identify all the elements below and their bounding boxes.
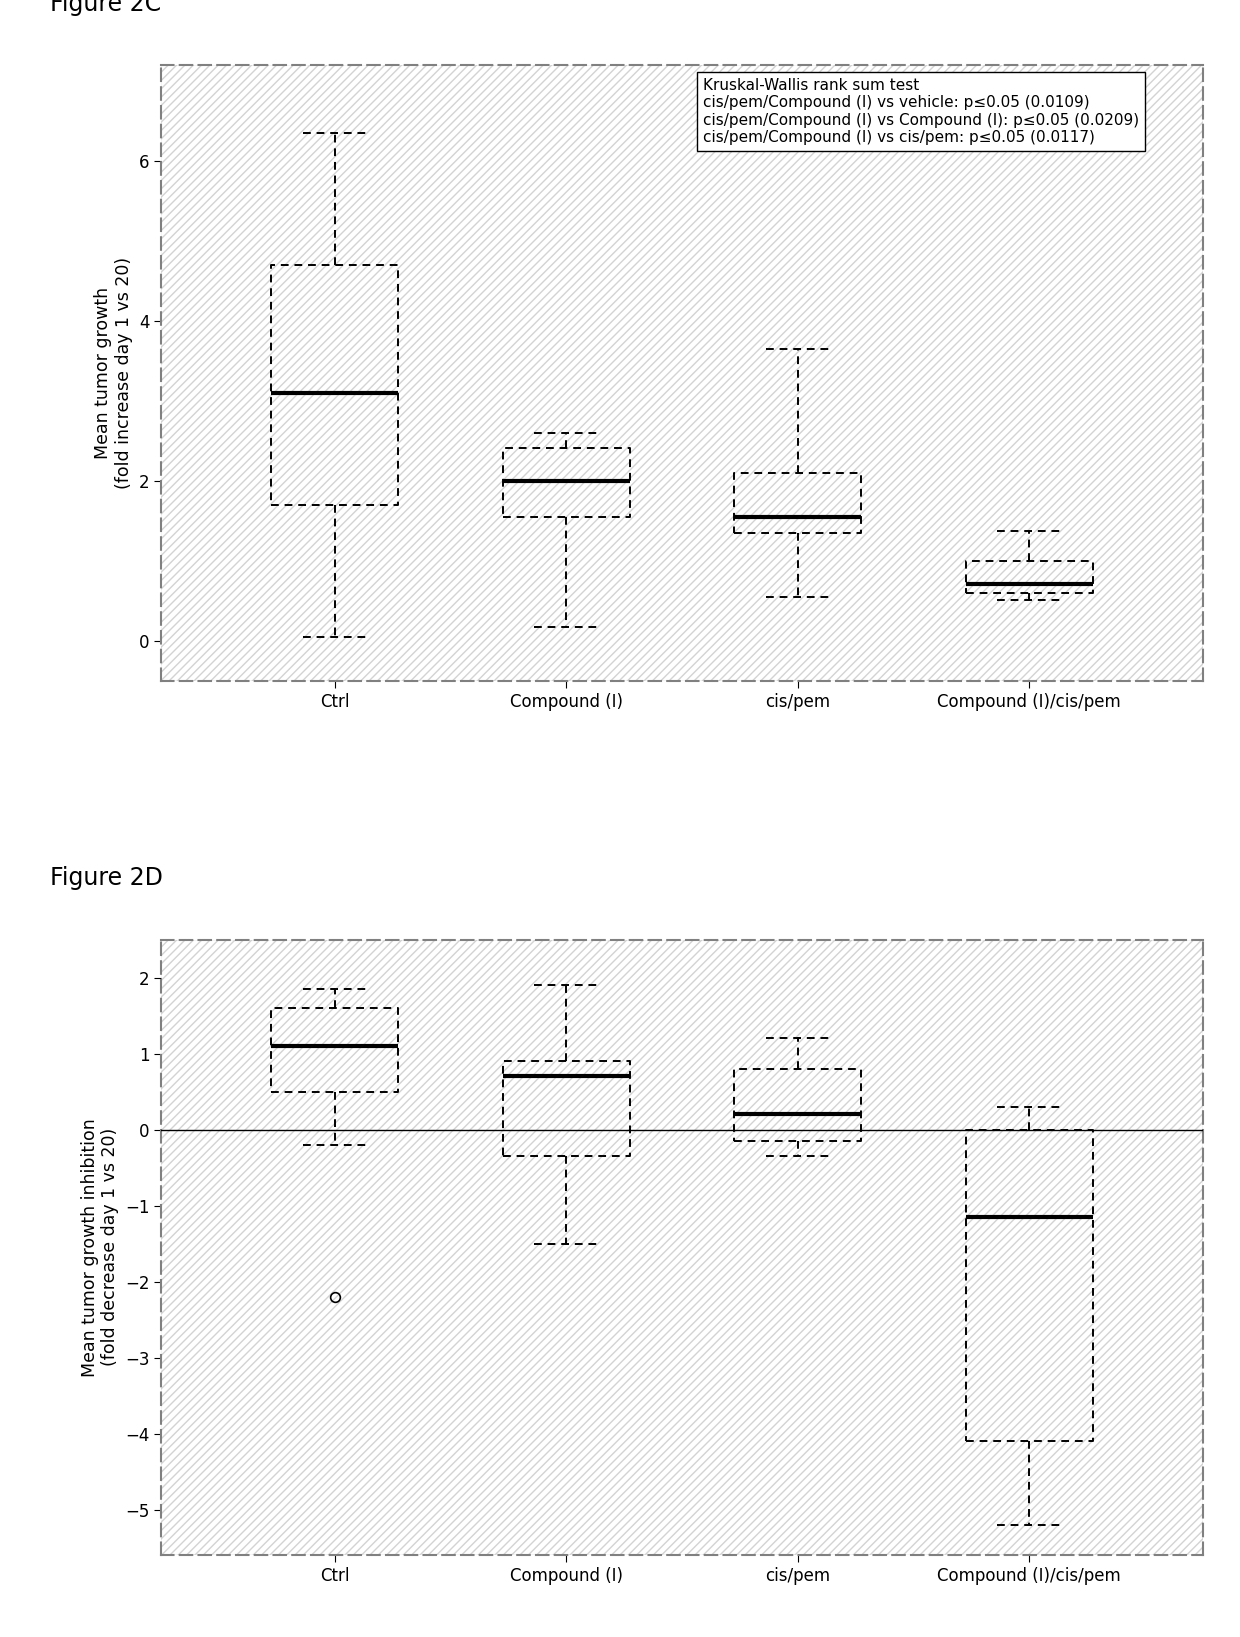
Y-axis label: Mean tumor growth
(fold increase day 1 vs 20): Mean tumor growth (fold increase day 1 v… bbox=[94, 257, 133, 489]
Text: Figure 2D: Figure 2D bbox=[50, 866, 162, 891]
Y-axis label: Mean tumor growth inhibition
(fold decrease day 1 vs 20): Mean tumor growth inhibition (fold decre… bbox=[81, 1118, 119, 1377]
Text: Kruskal-Wallis rank sum test
cis/pem/Compound (I) vs vehicle: p≤0.05 (0.0109)
ci: Kruskal-Wallis rank sum test cis/pem/Com… bbox=[703, 79, 1140, 146]
Text: Figure 2C: Figure 2C bbox=[50, 0, 161, 16]
